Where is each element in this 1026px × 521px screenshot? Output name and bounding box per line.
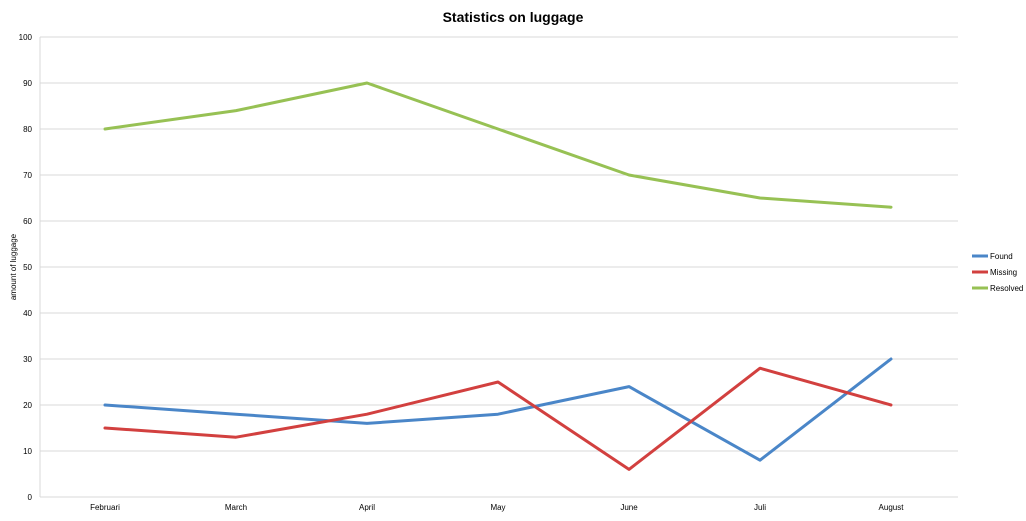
y-tick-label: 60 (23, 217, 32, 226)
y-tick-label: 70 (23, 171, 32, 180)
x-tick-label: May (490, 503, 505, 512)
series-line-found (103, 357, 893, 462)
legend: Found Missing Resolved (972, 252, 1023, 293)
series-lines (103, 81, 893, 471)
x-tick-label: April (359, 503, 375, 512)
y-tick-label: 10 (23, 447, 32, 456)
y-tick-label: 40 (23, 309, 32, 318)
legend-label: Found (990, 252, 1013, 261)
chart-title: Statistics on luggage (443, 9, 584, 25)
legend-label: Resolved (990, 284, 1023, 293)
y-tick-label: 80 (23, 125, 32, 134)
y-tick-label: 20 (23, 401, 32, 410)
y-tick-label: 90 (23, 79, 32, 88)
series-line-missing (103, 366, 893, 471)
legend-label: Missing (990, 268, 1017, 277)
y-tick-label: 50 (23, 263, 32, 272)
x-tick-label: August (879, 503, 905, 512)
x-tick-label: June (620, 503, 638, 512)
x-tick-label: Februari (90, 503, 120, 512)
y-tick-label: 30 (23, 355, 32, 364)
series-line-resolved (103, 81, 893, 209)
y-axis-ticks: 0 10 20 30 40 50 60 70 80 90 100 (19, 33, 33, 502)
x-axis-ticks: Februari March April May June Juli August (90, 503, 904, 512)
y-axis-label: amount of luggage (9, 233, 18, 300)
gridlines (39, 36, 958, 498)
y-tick-label: 100 (19, 33, 33, 42)
x-tick-label: March (225, 503, 247, 512)
x-tick-label: Juli (754, 503, 766, 512)
y-tick-label: 0 (28, 493, 33, 502)
